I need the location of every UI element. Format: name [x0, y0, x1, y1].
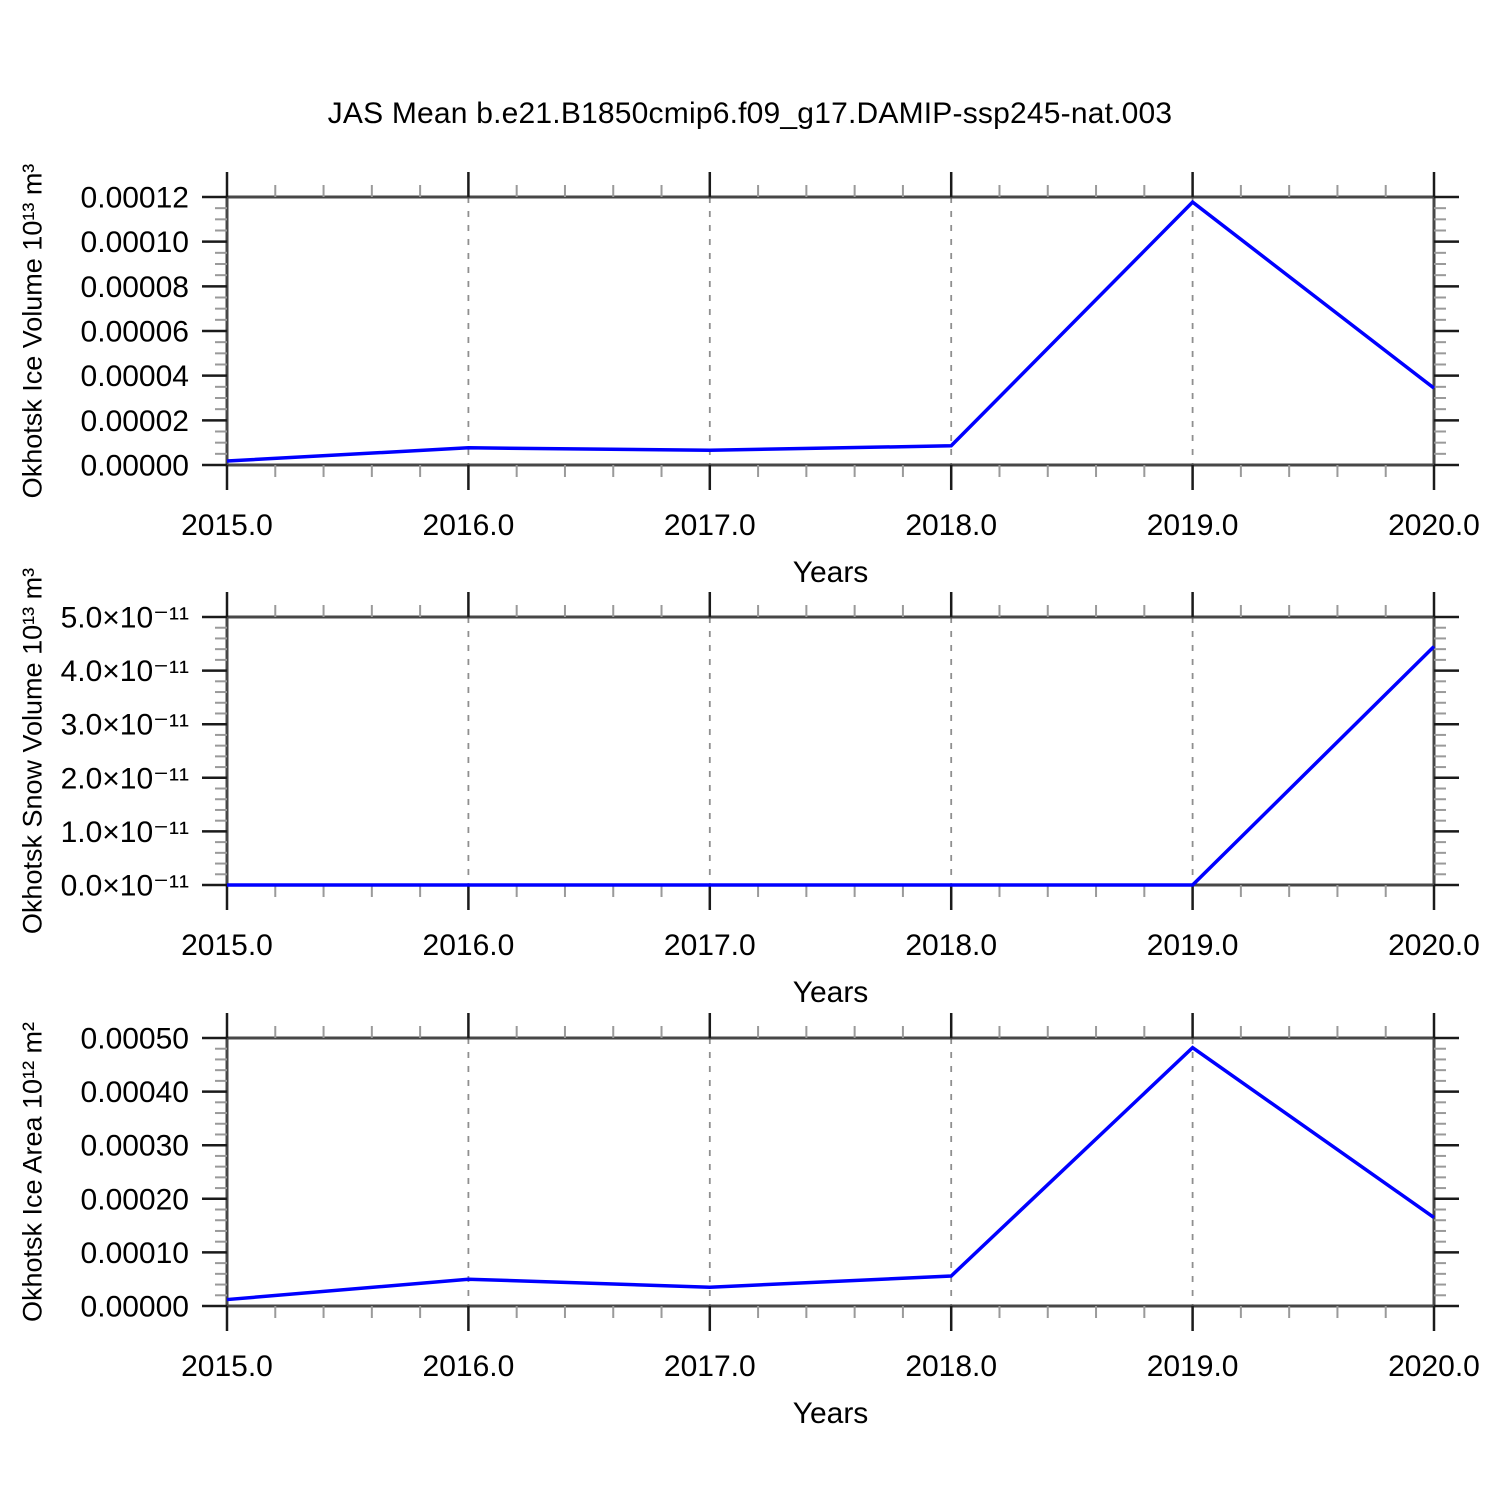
x-tick-label: 2016.0 — [423, 929, 515, 962]
series-line-okhotsk-ice-volume — [226, 199, 1436, 463]
x-tick-label: 2016.0 — [423, 1350, 515, 1383]
y-tick-label: 5.0×10⁻¹¹ — [61, 602, 189, 635]
x-tick-label: 2020.0 — [1388, 929, 1480, 962]
axis-ticks — [202, 1013, 1459, 1331]
y-tick-label: 0.00008 — [81, 271, 189, 304]
y-axis-title-ice-volume: Okhotsk Ice Volume 10¹³ m³ — [17, 163, 48, 499]
x-tick-label: 2017.0 — [664, 509, 756, 542]
y-tick-label: 3.0×10⁻¹¹ — [61, 709, 189, 742]
x-axis-label: Years — [793, 976, 869, 1009]
series-line-okhotsk-ice-area — [226, 1045, 1436, 1302]
x-tick-label: 2017.0 — [664, 1350, 756, 1383]
x-tick-label: 2018.0 — [905, 929, 997, 962]
y-tick-label: 0.00012 — [81, 182, 189, 215]
x-tick-label: 2016.0 — [423, 509, 515, 542]
x-tick-label: 2015.0 — [181, 1350, 273, 1383]
panel-okhotsk-ice-area: 0.00000 0.00010 0.00020 0.00030 0.00040 0.000… — [81, 1013, 1480, 1430]
y-tick-label: 0.00006 — [81, 316, 189, 349]
y-axis-title-ice-area: Okhotsk Ice Area 10¹² m² — [17, 1021, 48, 1323]
panel-okhotsk-snow-volume: 0.0×10⁻¹¹ 1.0×10⁻¹¹ 2.0×10⁻¹¹ 3.0×10⁻¹¹ 4.0×… — [61, 592, 1480, 1009]
plot-frame — [225, 1036, 1436, 1308]
y-tick-label: 0.00030 — [81, 1130, 189, 1163]
x-tick-label: 2018.0 — [905, 1350, 997, 1383]
plot-frame — [225, 615, 1436, 887]
figure-title: JAS Mean b.e21.B1850cmip6.f09_g17.DAMIP-… — [327, 97, 1173, 130]
x-axis-label: Years — [793, 1397, 869, 1430]
y-tick-label: 2.0×10⁻¹¹ — [61, 762, 189, 795]
y-tick-label: 0.00050 — [81, 1023, 189, 1056]
panel-okhotsk-ice-volume: 0.00000 0.00002 0.00004 0.00006 0.00008 0.000… — [81, 172, 1480, 589]
plot-frame — [225, 195, 1436, 467]
y-tick-label: 0.00004 — [81, 360, 189, 393]
x-tick-label: 2020.0 — [1388, 509, 1480, 542]
x-tick-label: 2019.0 — [1147, 929, 1239, 962]
y-tick-label: 0.00010 — [81, 1237, 189, 1270]
y-tick-label: 0.00020 — [81, 1183, 189, 1216]
y-tick-label: 0.00000 — [81, 1291, 189, 1324]
axis-ticks — [202, 172, 1459, 490]
x-tick-label: 2015.0 — [181, 929, 273, 962]
y-tick-label: 1.0×10⁻¹¹ — [61, 816, 189, 849]
y-tick-label: 0.00010 — [81, 226, 189, 259]
y-tick-label: 0.00040 — [81, 1076, 189, 1109]
y-tick-label: 0.0×10⁻¹¹ — [61, 870, 189, 903]
y-tick-label: 0.00000 — [81, 450, 189, 483]
x-tick-label: 2019.0 — [1147, 1350, 1239, 1383]
x-tick-label: 2020.0 — [1388, 1350, 1480, 1383]
x-tick-label: 2019.0 — [1147, 509, 1239, 542]
x-tick-label: 2015.0 — [181, 509, 273, 542]
x-tick-label: 2018.0 — [905, 509, 997, 542]
x-axis-label: Years — [793, 556, 869, 589]
axis-ticks — [202, 592, 1459, 910]
series-line-okhotsk-snow-volume — [227, 645, 1436, 887]
y-tick-label: 0.00002 — [81, 405, 189, 438]
x-tick-label: 2017.0 — [664, 929, 756, 962]
y-tick-label: 4.0×10⁻¹¹ — [61, 655, 189, 688]
y-axis-title-snow-volume: Okhotsk Snow Volume 10¹³ m³ — [17, 567, 48, 935]
